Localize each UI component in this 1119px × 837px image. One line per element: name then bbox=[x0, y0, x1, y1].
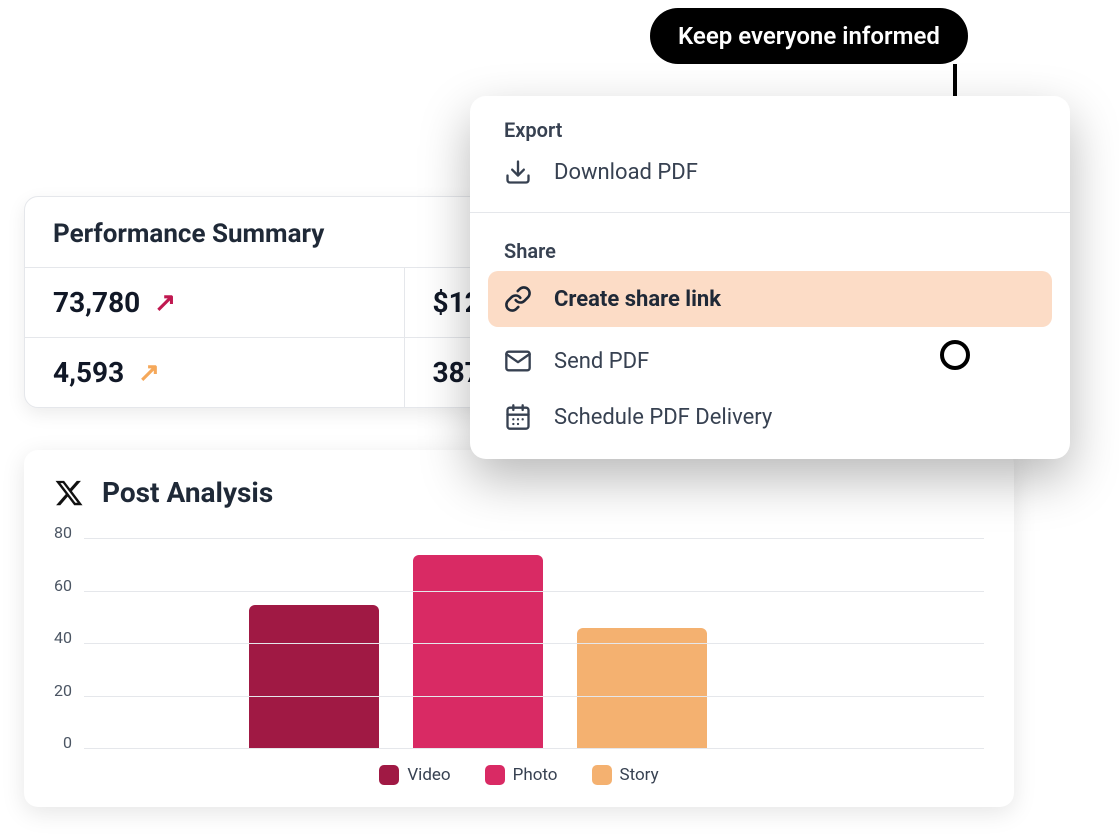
popover-divider bbox=[470, 212, 1070, 213]
grid-line bbox=[84, 538, 984, 539]
download-icon bbox=[504, 158, 532, 186]
chart-bar bbox=[413, 555, 543, 749]
chart-plot-area bbox=[84, 539, 984, 749]
create-share-link-item[interactable]: Create share link bbox=[488, 271, 1052, 327]
callout-pill: Keep everyone informed bbox=[650, 8, 968, 64]
x-logo-icon bbox=[54, 478, 84, 508]
chart-bars bbox=[84, 539, 984, 749]
legend-swatch bbox=[379, 765, 399, 785]
legend-label: Photo bbox=[513, 765, 558, 785]
legend-label: Video bbox=[407, 765, 450, 785]
create-share-link-label: Create share link bbox=[554, 287, 721, 312]
export-section-label: Export bbox=[470, 96, 1070, 144]
legend-swatch bbox=[485, 765, 505, 785]
performance-cell: 73,780 ↗ bbox=[25, 268, 405, 337]
metric-value: 73,780 bbox=[53, 286, 140, 319]
mail-icon bbox=[504, 347, 532, 375]
performance-cell: 4,593 ↗ bbox=[25, 338, 405, 407]
schedule-pdf-item[interactable]: Schedule PDF Delivery bbox=[470, 389, 1070, 445]
export-share-popover: Export Download PDF Share Create share l… bbox=[470, 96, 1070, 459]
legend-label: Story bbox=[620, 765, 659, 785]
post-analysis-card: Post Analysis 806040200 Video Photo Story bbox=[24, 450, 1014, 807]
send-pdf-label: Send PDF bbox=[554, 349, 649, 374]
download-pdf-item[interactable]: Download PDF bbox=[470, 144, 1070, 200]
trend-up-icon: ↗ bbox=[138, 358, 160, 388]
legend-item: Photo bbox=[485, 765, 558, 785]
chart-legend: Video Photo Story bbox=[54, 765, 984, 785]
legend-swatch bbox=[592, 765, 612, 785]
share-section-label: Share bbox=[470, 217, 1070, 265]
grid-line bbox=[84, 748, 984, 749]
bar-chart: 806040200 bbox=[54, 533, 984, 749]
send-pdf-item[interactable]: Send PDF bbox=[470, 333, 1070, 389]
trend-up-icon: ↗ bbox=[154, 288, 176, 318]
chart-bar bbox=[577, 628, 707, 749]
calendar-icon bbox=[504, 403, 532, 431]
chart-bar bbox=[249, 605, 379, 749]
callout-connector-dot bbox=[940, 340, 970, 370]
legend-item: Story bbox=[592, 765, 659, 785]
callout-text: Keep everyone informed bbox=[678, 22, 940, 50]
post-analysis-title: Post Analysis bbox=[102, 476, 273, 509]
download-pdf-label: Download PDF bbox=[554, 160, 698, 185]
grid-line bbox=[84, 696, 984, 697]
metric-value: 4,593 bbox=[53, 356, 124, 389]
legend-item: Video bbox=[379, 765, 450, 785]
link-icon bbox=[504, 285, 532, 313]
grid-line bbox=[84, 591, 984, 592]
chart-y-axis: 806040200 bbox=[54, 533, 72, 743]
post-analysis-header: Post Analysis bbox=[54, 476, 984, 509]
grid-line bbox=[84, 643, 984, 644]
schedule-pdf-label: Schedule PDF Delivery bbox=[554, 405, 772, 430]
